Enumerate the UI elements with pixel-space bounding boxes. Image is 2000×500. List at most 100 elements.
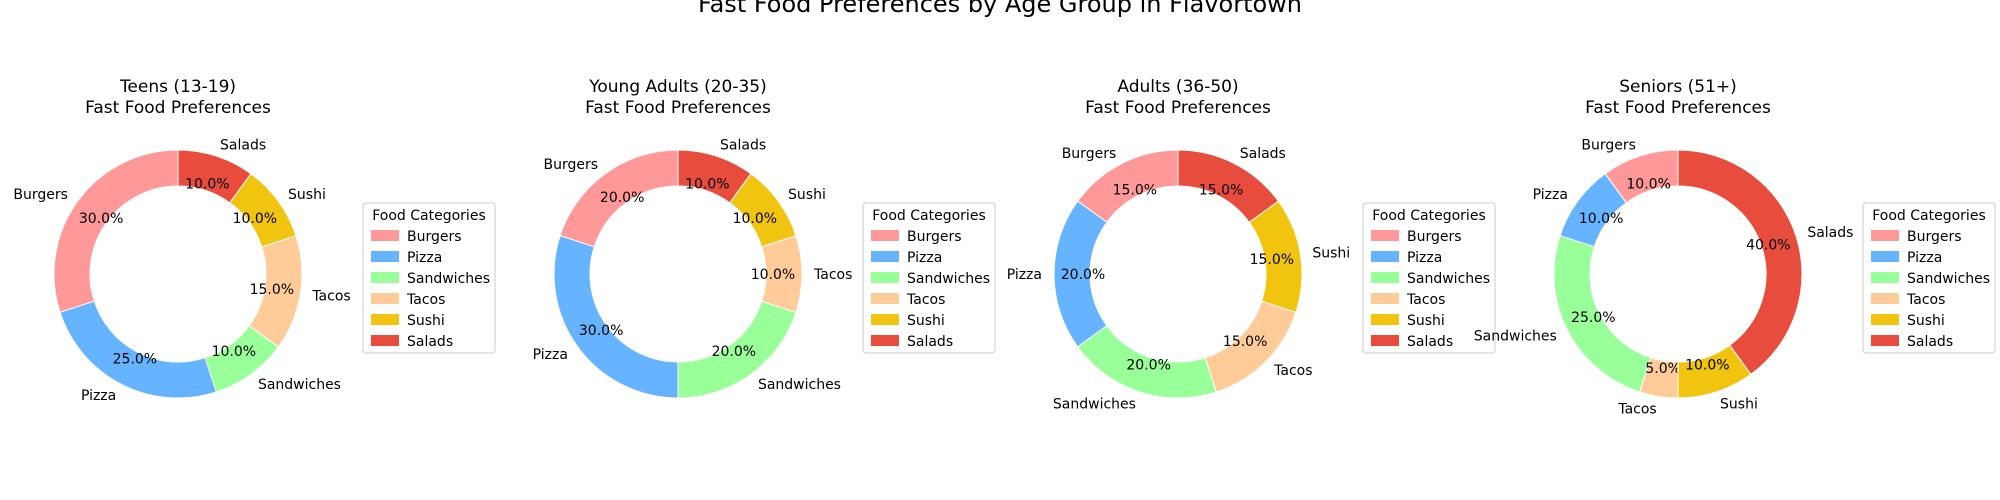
legend-item-salads: Salads	[1907, 334, 1953, 350]
slice-percent-sandwiches: 25.0%	[1571, 310, 1615, 326]
slice-percent-pizza: 30.0%	[579, 323, 623, 339]
pie-chart-4: Seniors (51+) Fast Food Preferences Burger…	[1474, 77, 1996, 417]
slice-salads	[1177, 149, 1280, 223]
pie-chart-3: Adults (36-50) Fast Food Preferences Burge…	[1007, 77, 1496, 412]
slice-percent-tacos: 5.0%	[1645, 361, 1681, 377]
legend-item-salads: Salads	[1407, 334, 1453, 350]
legend-swatch-sandwiches	[871, 272, 899, 283]
legend-title: Food Categories	[1372, 208, 1485, 224]
slice-label-sushi: Sushi	[1720, 396, 1758, 412]
legend-item-tacos: Tacos	[906, 292, 945, 308]
slice-percent-burgers: 30.0%	[79, 211, 123, 227]
slice-percent-salads: 40.0%	[1746, 238, 1790, 254]
legend-swatch-salads	[1871, 335, 1899, 346]
slice-label-burgers: Burgers	[1062, 146, 1117, 162]
legend-item-pizza: Pizza	[1907, 250, 1942, 266]
legend-swatch-tacos	[1871, 293, 1899, 304]
slice-label-salads: Salads	[1807, 225, 1853, 241]
slice-label-pizza: Pizza	[533, 347, 568, 363]
slice-label-salads: Salads	[720, 138, 766, 154]
pie-chart-1: Teens (13-19) Fast Food Preferences Burger…	[13, 77, 496, 404]
slice-percent-tacos: 15.0%	[1223, 334, 1267, 350]
legend-swatch-pizza	[871, 251, 899, 262]
legend-item-sushi: Sushi	[1907, 313, 1945, 329]
legend-swatch-sushi	[1371, 314, 1399, 325]
charts-container: Teens (13-19) Fast Food Preferences Burger…	[13, 77, 1996, 417]
slice-salads	[1677, 149, 1803, 376]
slice-percent-sandwiches: 20.0%	[1126, 357, 1170, 373]
legend-item-tacos: Tacos	[1406, 292, 1445, 308]
pie-chart-2: Young Adults (20-35) Fast Food Preference…	[533, 77, 996, 399]
legend-swatch-pizza	[1871, 251, 1899, 262]
legend-swatch-burgers	[1871, 230, 1899, 241]
slice-label-pizza: Pizza	[1533, 187, 1568, 203]
legend-swatch-sandwiches	[1371, 272, 1399, 283]
slice-label-pizza: Pizza	[1007, 267, 1042, 283]
legend-swatch-salads	[371, 335, 399, 346]
slice-label-sandwiches: Sandwiches	[1474, 329, 1557, 345]
legend-swatch-burgers	[371, 230, 399, 241]
slice-label-tacos: Tacos	[813, 267, 852, 283]
slice-label-salads: Salads	[1240, 146, 1286, 162]
slice-salads	[177, 149, 252, 204]
legend-swatch-sandwiches	[371, 272, 399, 283]
slice-label-burgers: Burgers	[544, 157, 599, 173]
slice-label-tacos: Tacos	[1273, 363, 1312, 379]
legend-title: Food Categories	[372, 208, 485, 224]
slice-percent-pizza: 25.0%	[113, 352, 157, 368]
pie-title: Seniors (51+) Fast Food Preferences	[1585, 77, 1771, 118]
legend-item-sandwiches: Sandwiches	[1407, 271, 1490, 287]
legend-swatch-tacos	[371, 293, 399, 304]
legend-item-sandwiches: Sandwiches	[907, 271, 990, 287]
legend-swatch-sushi	[1871, 314, 1899, 325]
legend-swatch-pizza	[371, 251, 399, 262]
slice-label-burgers: Burgers	[13, 187, 68, 203]
legend-item-sandwiches: Sandwiches	[1907, 271, 1990, 287]
slice-percent-burgers: 10.0%	[1626, 177, 1670, 193]
slice-percent-sandwiches: 10.0%	[212, 344, 256, 360]
legend-item-pizza: Pizza	[407, 250, 442, 266]
slice-percent-pizza: 20.0%	[1061, 267, 1105, 283]
slice-label-salads: Salads	[220, 138, 266, 154]
pie-title: Young Adults (20-35) Fast Food Preference…	[585, 77, 771, 118]
legend-item-salads: Salads	[907, 334, 953, 350]
slice-label-sandwiches: Sandwiches	[758, 377, 841, 393]
legend-swatch-sandwiches	[1871, 272, 1899, 283]
legend-swatch-burgers	[1371, 230, 1399, 241]
legend-item-sushi: Sushi	[1407, 313, 1445, 329]
slice-percent-burgers: 20.0%	[600, 190, 644, 206]
slice-percent-sandwiches: 20.0%	[712, 344, 756, 360]
slice-label-burgers: Burgers	[1581, 138, 1636, 154]
legend-item-sushi: Sushi	[407, 313, 445, 329]
legend-item-tacos: Tacos	[1906, 292, 1945, 308]
slice-label-pizza: Pizza	[81, 388, 116, 404]
slice-percent-sushi: 10.0%	[233, 211, 277, 227]
legend-item-salads: Salads	[407, 334, 453, 350]
slice-salads	[677, 149, 752, 204]
slice-percent-pizza: 10.0%	[1579, 211, 1623, 227]
pie-title: Teens (13-19) Fast Food Preferences	[85, 77, 271, 118]
legend-item-tacos: Tacos	[406, 292, 445, 308]
slice-label-sushi: Sushi	[1312, 246, 1350, 262]
legend-item-burgers: Burgers	[907, 229, 962, 245]
slice-label-tacos: Tacos	[311, 288, 350, 304]
slice-label-sushi: Sushi	[788, 187, 826, 203]
legend-item-burgers: Burgers	[407, 229, 462, 245]
legend-swatch-burgers	[871, 230, 899, 241]
slice-label-sandwiches: Sandwiches	[1053, 396, 1136, 412]
legend-item-sandwiches: Sandwiches	[407, 271, 490, 287]
slice-percent-salads: 10.0%	[685, 177, 729, 193]
legend-swatch-salads	[1371, 335, 1399, 346]
legend-swatch-tacos	[1371, 293, 1399, 304]
figure-suptitle: Fast Food Preferences by Age Group in Fl…	[698, 0, 1302, 18]
legend-swatch-tacos	[871, 293, 899, 304]
legend-swatch-sushi	[371, 314, 399, 325]
legend-item-pizza: Pizza	[907, 250, 942, 266]
legend-title: Food Categories	[872, 208, 985, 224]
slice-percent-tacos: 10.0%	[751, 267, 795, 283]
slice-percent-salads: 10.0%	[185, 177, 229, 193]
legend-item-burgers: Burgers	[1907, 229, 1962, 245]
legend-item-burgers: Burgers	[1407, 229, 1462, 245]
slice-burgers	[53, 149, 179, 313]
